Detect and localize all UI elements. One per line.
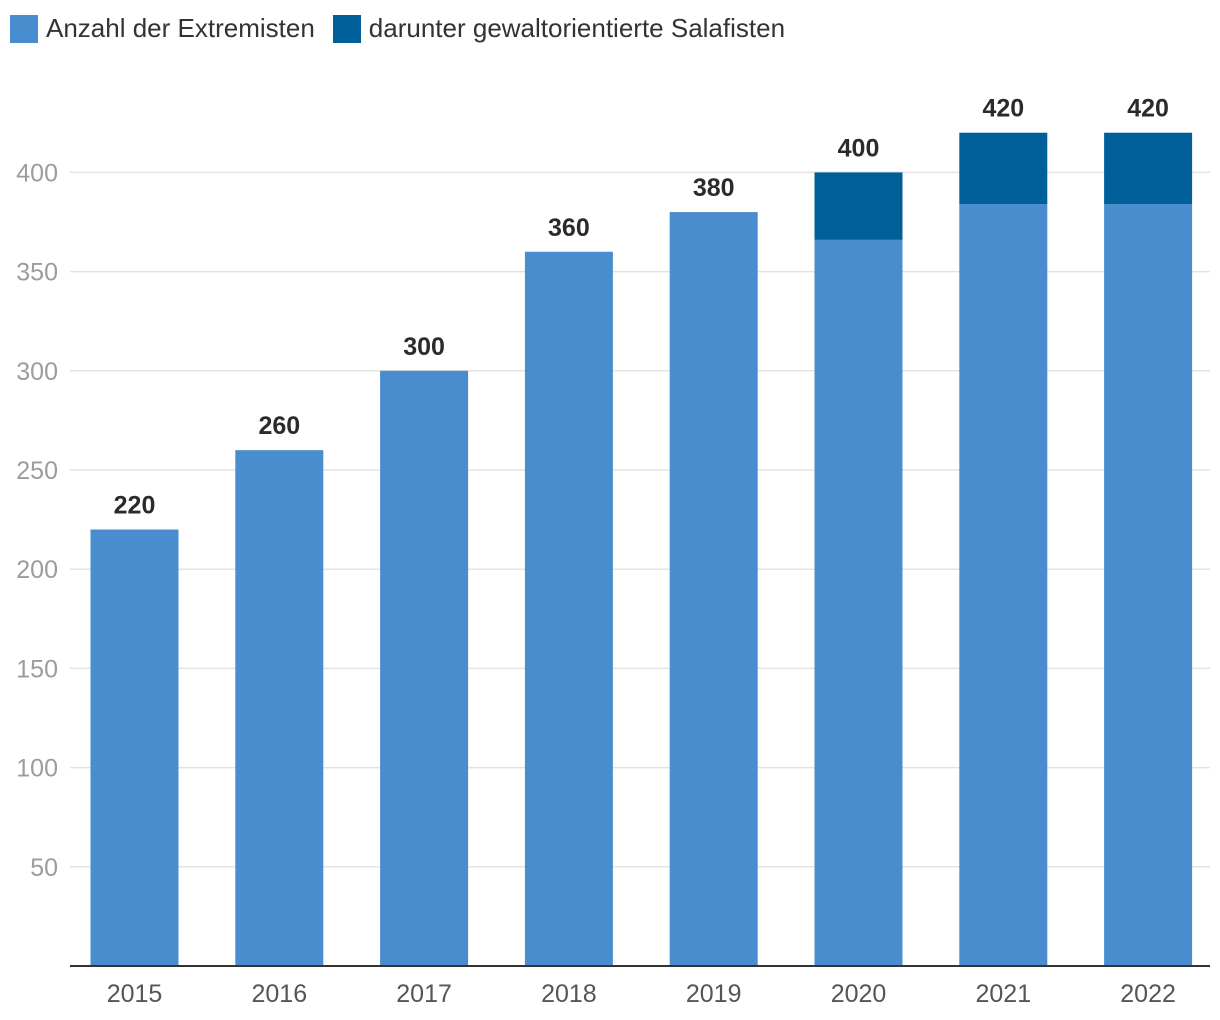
legend-swatch-extremists — [10, 14, 38, 43]
bar-2020-extremists — [814, 239, 903, 966]
data-label-2020: 400 — [838, 134, 880, 162]
bar-2017-extremists — [380, 370, 469, 966]
legend-label-extremists: Anzahl der Extremisten — [46, 13, 315, 43]
y-tick-label-150: 150 — [16, 655, 58, 683]
chart-legend: Anzahl der Extremisten darunter gewaltor… — [10, 13, 785, 44]
y-tick-label-400: 400 — [16, 159, 58, 187]
legend-item-extremists[interactable]: Anzahl der Extremisten — [10, 13, 315, 44]
data-label-2019: 380 — [693, 174, 735, 202]
y-tick-label-100: 100 — [16, 755, 58, 783]
bar-2018-extremists — [524, 251, 613, 966]
y-tick-label-50: 50 — [30, 854, 58, 882]
data-label-2022: 420 — [1127, 95, 1169, 123]
bar-2021-extremists — [959, 204, 1048, 967]
x-tick-label-2017: 2017 — [396, 980, 452, 1008]
data-label-2021: 420 — [982, 95, 1024, 123]
x-tick-label-2021: 2021 — [975, 980, 1031, 1008]
x-tick-label-2020: 2020 — [831, 980, 887, 1008]
bar-2022-salafists — [1104, 132, 1193, 205]
data-label-2017: 300 — [403, 333, 445, 361]
bar-2016-extremists — [235, 450, 324, 966]
y-tick-label-250: 250 — [16, 457, 58, 485]
data-label-2015: 220 — [114, 492, 156, 520]
bar-2021-salafists — [959, 132, 1048, 205]
y-tick-label-350: 350 — [16, 259, 58, 287]
legend-swatch-salafists — [332, 14, 361, 43]
legend-item-salafists[interactable]: darunter gewaltorientierte Salafisten — [332, 13, 786, 44]
legend-label-salafists: darunter gewaltorientierte Salafisten — [368, 13, 786, 43]
x-tick-label-2019: 2019 — [686, 980, 742, 1008]
x-tick-label-2015: 2015 — [107, 980, 163, 1008]
x-tick-label-2022: 2022 — [1120, 980, 1176, 1008]
data-label-2018: 360 — [548, 214, 590, 242]
y-tick-label-200: 200 — [16, 556, 58, 584]
data-label-2016: 260 — [258, 412, 300, 440]
bar-2015-extremists — [90, 529, 179, 966]
y-tick-label-300: 300 — [16, 358, 58, 386]
bar-2020-salafists — [814, 172, 903, 240]
x-tick-label-2018: 2018 — [541, 980, 597, 1008]
bar-2022-extremists — [1104, 204, 1193, 967]
bar-2019-extremists — [669, 212, 758, 966]
x-tick-label-2016: 2016 — [251, 980, 307, 1008]
